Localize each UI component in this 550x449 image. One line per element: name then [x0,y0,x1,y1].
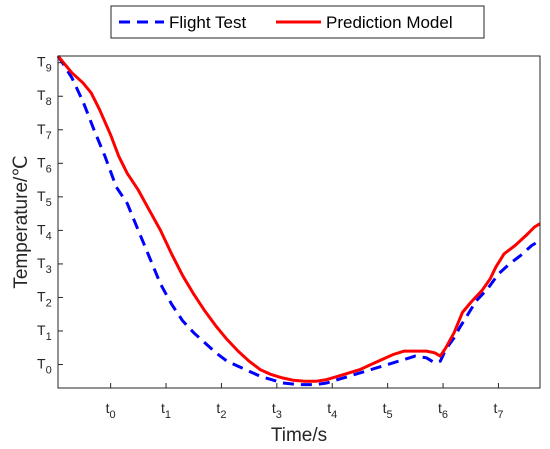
y-tick-label-sub: 9 [46,63,52,75]
x-tick-label: t0 [106,400,116,421]
y-tick-label-sub: 5 [46,197,52,209]
y-tick-label: T5 [37,188,52,209]
x-tick-label: t2 [216,400,226,421]
x-axis-title: Time/s [271,425,327,446]
y-tick-label-sub: 6 [46,163,52,175]
y-tick-label-base: T [37,188,46,204]
series-line-2 [56,55,541,383]
series-line-1 [56,55,541,387]
x-tick-label-base: t [383,400,387,416]
y-tick-label-sub: 3 [46,264,52,276]
legend-label-2: Prediction Model [326,13,453,32]
y-tick-label-sub: 4 [46,230,52,242]
y-tick-label-sub: 7 [46,130,52,142]
x-tick-label-base: t [272,400,276,416]
x-tick-label-sub: 5 [387,409,393,421]
legend-label-1: Flight Test [169,13,246,32]
y-tick-label: T3 [37,255,52,276]
y-tick-label-sub: 0 [46,365,52,377]
x-tick-label: t7 [493,400,503,421]
y-tick-label-base: T [37,54,46,70]
x-tick-label: t6 [438,400,448,421]
x-tick-label-sub: 3 [276,409,282,421]
y-tick-label-base: T [37,87,46,103]
y-tick-label: T1 [37,322,52,343]
x-tick-label: t4 [327,400,337,421]
x-tick-label-sub: 1 [165,409,171,421]
y-tick-label-sub: 8 [46,96,52,108]
y-tick-label-sub: 1 [46,331,52,343]
y-tick-label-base: T [37,221,46,237]
x-tick-label-sub: 4 [331,409,337,421]
x-tick-label-sub: 6 [442,409,448,421]
x-tick-label-base: t [438,400,442,416]
x-tick-label: t3 [272,400,282,421]
y-tick-label: T7 [37,121,52,142]
y-axis-title: Temperature/℃ [11,155,32,288]
x-tick-label-sub: 0 [110,409,116,421]
y-tick-label: T8 [37,87,52,108]
x-tick-label-base: t [216,400,220,416]
x-tick-label-base: t [327,400,331,416]
y-tick-label: T4 [37,221,52,242]
y-tick-label-base: T [37,121,46,137]
y-tick-label-sub: 2 [46,297,52,309]
y-tick-label-base: T [37,356,46,372]
x-tick-label-base: t [493,400,497,416]
y-tick-label: T6 [37,154,52,175]
y-tick-label-base: T [37,288,46,304]
y-tick-label: T0 [37,356,52,377]
x-tick-label-sub: 7 [497,409,503,421]
x-tick-label: t5 [383,400,393,421]
x-tick-label-sub: 2 [220,409,226,421]
series-layer [56,55,541,387]
legend: Flight Test Prediction Model [110,5,485,39]
y-tick-label: T2 [37,288,52,309]
y-tick-label-base: T [37,255,46,271]
x-tick-label: t1 [161,400,171,421]
axes-box [57,55,541,389]
y-tick-label: T9 [37,54,52,75]
y-tick-label-base: T [37,322,46,338]
y-tick-label-base: T [37,154,46,170]
x-tick-label-base: t [161,400,165,416]
x-tick-label-base: t [106,400,110,416]
